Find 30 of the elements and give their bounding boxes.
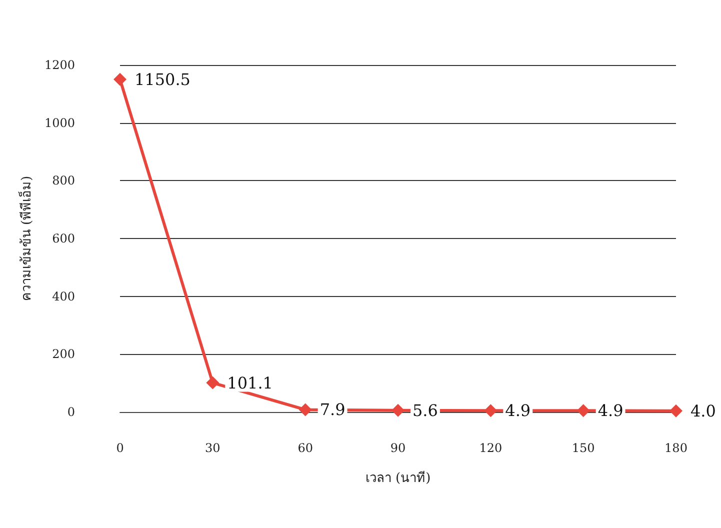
data-label: 1150.5: [134, 70, 190, 89]
point: [114, 72, 126, 86]
point: [670, 404, 682, 418]
point: [484, 404, 498, 418]
data-label: 4.9: [505, 401, 531, 420]
y-tick-label: 1000: [44, 116, 75, 130]
x-tick-label: 30: [205, 441, 220, 455]
x-tick-label: 0: [116, 441, 124, 455]
data-label: 4.0: [690, 401, 716, 420]
point: [206, 376, 220, 390]
y-tick-label: 600: [52, 232, 75, 246]
x-tick-label: 150: [572, 441, 595, 455]
x-tick-label: 90: [390, 441, 406, 455]
data-label: 7.9: [320, 400, 346, 420]
x-tick-label: 180: [664, 441, 688, 455]
point: [576, 404, 590, 418]
point: [392, 404, 404, 417]
data-label: 101.1: [227, 373, 273, 392]
data-label: 5.6: [412, 400, 438, 420]
data-label: 4.9: [598, 401, 624, 420]
point: [298, 403, 312, 416]
x-axis-title: เวลา (นาที): [365, 470, 431, 486]
y-axis-title: ความเข้มข้น (พีพีเอ็ม): [16, 176, 35, 302]
y-tick-label: 800: [52, 174, 75, 188]
y-tick-label: 0: [67, 405, 75, 419]
x-tick-label: 120: [479, 441, 502, 455]
y-tick-label: 1200: [44, 58, 75, 72]
y-tick-label: 400: [52, 289, 75, 304]
x-tick-label: 60: [298, 441, 313, 455]
y-tick-label: 200: [52, 347, 75, 362]
